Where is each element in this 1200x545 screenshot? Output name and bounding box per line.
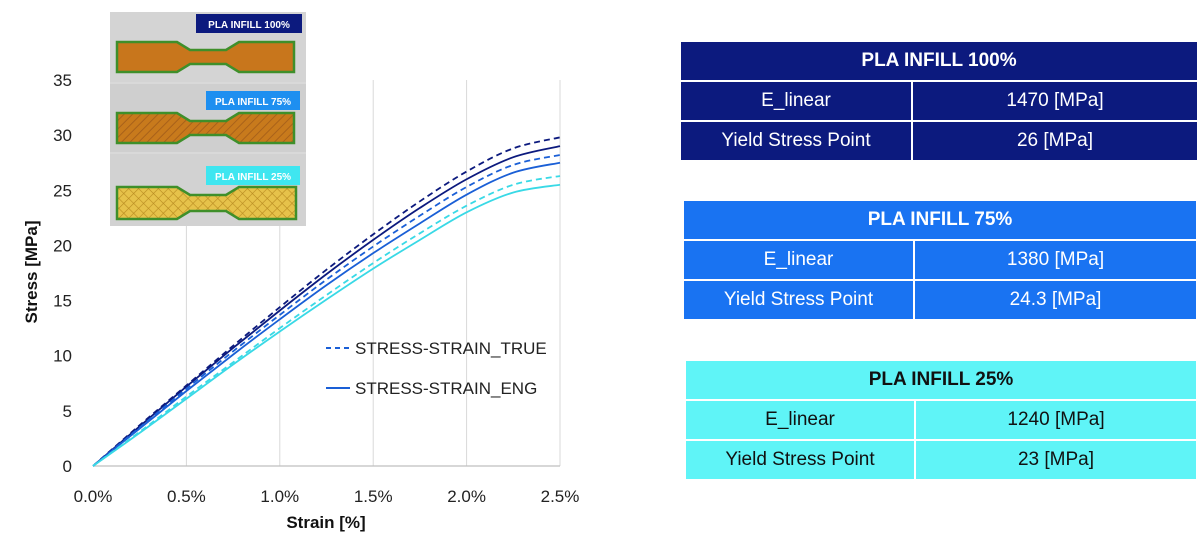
y-tick-label: 25 <box>53 181 72 200</box>
table-75-yield-label: Yield Stress Point <box>682 279 915 321</box>
stress-strain-chart: 0.0% 0.5% 1.0% 1.5% 2.0% 2.5% 0 5 10 15 20 25 30 35 S… <box>22 12 579 532</box>
table-100-yield-label: Yield Stress Point <box>679 120 913 162</box>
y-tick-label: 15 <box>53 292 72 311</box>
y-tick-label: 5 <box>63 402 72 421</box>
x-tick-label: 0.0% <box>74 487 113 506</box>
series-line-eng-1 <box>92 145 561 467</box>
x-tick-label: 1.0% <box>260 487 299 506</box>
y-tick-label: 30 <box>53 126 72 145</box>
table-row: Yield Stress Point 24.3 [MPa] <box>682 279 1199 321</box>
table-100-yield-value: 26 [MPa] <box>910 120 1200 162</box>
x-tick-label: 2.5% <box>541 487 580 506</box>
table-100-title: PLA INFILL 100% <box>678 40 1200 82</box>
inset-label-100: PLA INFILL 100% <box>208 20 290 31</box>
table-75-yield-value: 24.3 [MPa] <box>912 279 1199 321</box>
table-25-yield-value: 23 [MPa] <box>913 439 1199 481</box>
table-25-elinear-value: 1240 [MPa] <box>913 399 1199 441</box>
inset-label-75-bg <box>206 91 300 110</box>
table-75-title: PLA INFILL 75% <box>681 199 1199 241</box>
inset-label-75: PLA INFILL 75% <box>215 97 291 108</box>
table-infill-75: PLA INFILL 75% E_linear 1380 [MPa] Yield… <box>681 199 1199 321</box>
table-infill-25: PLA INFILL 25% E_linear 1240 [MPa] Yield… <box>683 359 1199 481</box>
y-tick-label: 10 <box>53 347 72 366</box>
table-25-title: PLA INFILL 25% <box>683 359 1199 401</box>
table-100-elinear-value: 1470 [MPa] <box>910 80 1200 122</box>
series-line-eng-3 <box>92 161 561 467</box>
inset-label-25: PLA INFILL 25% <box>215 172 291 183</box>
table-row: Yield Stress Point 26 [MPa] <box>679 120 1200 162</box>
table-row: E_linear 1240 [MPa] <box>684 399 1199 441</box>
axes: 0.0% 0.5% 1.0% 1.5% 2.0% 2.5% 0 5 10 15 20 25 30 35 <box>53 71 579 506</box>
table-row: E_linear 1470 [MPa] <box>679 80 1200 122</box>
table-75-elinear-value: 1380 [MPa] <box>912 239 1199 281</box>
x-tick-label: 0.5% <box>167 487 206 506</box>
inset-label-25-bg <box>206 166 300 185</box>
specimen-100-shape <box>115 40 296 74</box>
series-line-true-2 <box>92 154 561 467</box>
y-axis-title: Stress [MPa] <box>22 221 41 324</box>
y-tick-label: 0 <box>63 457 72 476</box>
series-line-true-4 <box>92 175 561 467</box>
table-75-elinear-label: E_linear <box>682 239 915 281</box>
y-tick-label: 20 <box>53 236 72 255</box>
legend-eng-label: STRESS-STRAIN_ENG <box>355 379 537 398</box>
x-tick-label: 1.5% <box>354 487 393 506</box>
table-row: E_linear 1380 [MPa] <box>682 239 1199 281</box>
series-lines <box>92 136 561 467</box>
inset-label-100-bg <box>196 14 302 33</box>
series-line-eng-5 <box>92 183 561 467</box>
x-axis-title: Strain [%] <box>286 513 365 532</box>
table-25-elinear-label: E_linear <box>684 399 916 441</box>
legend-true-label: STRESS-STRAIN_TRUE <box>355 339 547 358</box>
table-row: Yield Stress Point 23 [MPa] <box>684 439 1199 481</box>
specimen-inset-image: PLA INFILL 100% PLA INFILL 75% PLA INFIL… <box>110 12 306 226</box>
legend: STRESS-STRAIN_TRUE STRESS-STRAIN_ENG <box>326 339 547 398</box>
y-tick-label: 35 <box>53 71 72 90</box>
table-100-elinear-label: E_linear <box>679 80 913 122</box>
x-tick-label: 2.0% <box>447 487 486 506</box>
specimen-75-shape <box>115 111 296 145</box>
table-25-yield-label: Yield Stress Point <box>684 439 916 481</box>
specimen-25-shape <box>115 185 298 221</box>
table-infill-100: PLA INFILL 100% E_linear 1470 [MPa] Yiel… <box>678 40 1200 162</box>
